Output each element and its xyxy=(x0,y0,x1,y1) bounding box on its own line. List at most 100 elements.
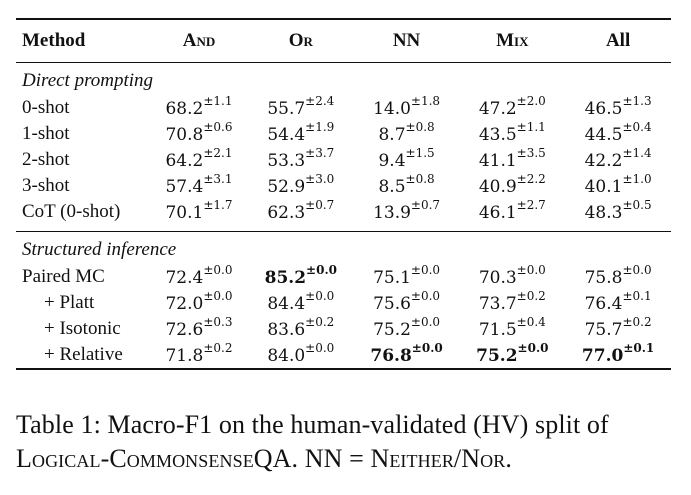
cell-mean: 70.3 xyxy=(478,267,517,288)
table-row: 0-shot 68.2±1.1 55.7±2.4 14.0±1.8 47.2±2.0 46… xyxy=(16,94,671,121)
table-cell: 75.2±0.0 xyxy=(459,341,565,369)
row-method-label: + Relative xyxy=(44,344,123,365)
cell-value: 75.1±0.0 xyxy=(373,263,440,288)
cell-value: 71.8±0.2 xyxy=(165,341,232,366)
cell-std: ±0.2 xyxy=(305,315,335,330)
cell-mean: 72.6 xyxy=(165,319,204,340)
cell-mean: 13.9 xyxy=(373,202,411,223)
cell-std: ±0.2 xyxy=(516,289,546,304)
table-cell: 64.2±2.1 xyxy=(150,146,248,173)
table-cell: 76.8±0.0 xyxy=(354,341,460,369)
cell-mean: 70.1 xyxy=(165,202,204,223)
cell-value: 75.2±0.0 xyxy=(373,315,440,340)
table-header-row: Method And Or NN Mix All xyxy=(16,19,671,63)
table-cell: 75.2±0.0 xyxy=(354,315,460,342)
table-cell: 70.1±1.7 xyxy=(150,198,248,225)
cell-std: ±0.7 xyxy=(410,198,441,213)
table-cell: 71.8±0.2 xyxy=(150,341,248,369)
table-cell: 77.0±0.1 xyxy=(565,341,671,369)
table-row: + Relative 71.8±0.2 84.0±0.0 76.8±0.0 75.2±0… xyxy=(16,341,671,369)
cell-value: 8.7±0.8 xyxy=(378,120,434,145)
table-cell: 70.3±0.0 xyxy=(459,263,565,290)
table-cell: 52.9±3.0 xyxy=(248,172,354,199)
table-row: 2-shot 64.2±2.1 53.3±3.7 9.4±1.5 41.1±3.5 42.… xyxy=(16,146,671,173)
header-all: All xyxy=(605,30,631,51)
table-cell: 47.2±2.0 xyxy=(459,94,565,121)
table-cell: 48.3±0.5 xyxy=(565,198,671,225)
cell-std: ±0.8 xyxy=(405,172,435,187)
results-table: Method And Or NN Mix All Direct promptin… xyxy=(16,18,671,370)
cell-value: 73.7±0.2 xyxy=(479,289,546,314)
cell-std: ±1.3 xyxy=(622,94,652,109)
cell-mean: 8.7 xyxy=(378,124,406,145)
table-cell: 76.4±0.1 xyxy=(565,289,671,316)
row-method-label: + Isotonic xyxy=(44,318,121,339)
table-cell: 55.7±2.4 xyxy=(248,94,354,121)
table-cell: 54.4±1.9 xyxy=(248,120,354,147)
header-and: And xyxy=(182,30,216,51)
cell-mean: 85.2 xyxy=(264,267,307,288)
table-row: 1-shot 70.8±0.6 54.4±1.9 8.7±0.8 43.5±1.1 44.… xyxy=(16,120,671,147)
cell-mean: 48.3 xyxy=(584,202,623,223)
cell-std: ±3.1 xyxy=(203,172,233,187)
table-cell: 42.2±1.4 xyxy=(565,146,671,173)
cell-mean: 44.5 xyxy=(584,124,623,145)
table-cell: 83.6±0.2 xyxy=(248,315,354,342)
cell-std: ±1.0 xyxy=(622,172,652,187)
cell-mean: 75.8 xyxy=(584,267,623,288)
cell-mean: 46.1 xyxy=(478,202,517,223)
table-cell: 75.1±0.0 xyxy=(354,263,460,290)
cell-value: 76.4±0.1 xyxy=(585,289,652,314)
table-cell: 46.1±2.7 xyxy=(459,198,565,225)
cell-std: ±0.0 xyxy=(622,263,652,278)
row-method-label: 3-shot xyxy=(22,175,70,196)
cell-mean: 71.8 xyxy=(165,345,204,366)
cell-value: 72.6±0.3 xyxy=(165,315,232,340)
cell-mean: 68.2 xyxy=(165,98,204,119)
cell-std: ±1.1 xyxy=(203,94,233,109)
cell-std: ±2.7 xyxy=(516,198,546,213)
table-cell: 40.9±2.2 xyxy=(459,172,565,199)
row-method-label: 0-shot xyxy=(22,97,70,118)
cell-value: 75.2±0.0 xyxy=(476,341,548,366)
cell-mean: 57.4 xyxy=(165,176,204,197)
cell-value: 54.4±1.9 xyxy=(267,120,334,145)
table-cell: 46.5±1.3 xyxy=(565,94,671,121)
cell-std: ±0.2 xyxy=(622,315,652,330)
table-cell: 44.5±0.4 xyxy=(565,120,671,147)
cell-std: ±2.2 xyxy=(516,172,546,187)
table-cell: 72.6±0.3 xyxy=(150,315,248,342)
section-row: Direct prompting xyxy=(16,62,671,96)
cell-std: ±3.5 xyxy=(516,146,546,161)
cell-value: 64.2±2.1 xyxy=(165,146,232,171)
table-cell: 53.3±3.7 xyxy=(248,146,354,173)
cell-value: 70.8±0.6 xyxy=(165,120,232,145)
table-body: Direct prompting 0-shot 68.2±1.1 55.7±2.4 14… xyxy=(16,62,671,369)
table-cell: 75.7±0.2 xyxy=(565,315,671,342)
cell-value: 52.9±3.0 xyxy=(267,172,334,197)
cell-mean: 84.4 xyxy=(267,293,306,314)
table-row: Paired MC 72.4±0.0 85.2±0.0 75.1±0.0 70.3±0.… xyxy=(16,263,671,290)
cell-value: 62.3±0.7 xyxy=(267,198,334,223)
cell-std: ±0.0 xyxy=(516,263,546,278)
cell-value: 85.2±0.0 xyxy=(264,263,337,288)
table-cell: 62.3±0.7 xyxy=(248,198,354,225)
table-cell: 13.9±0.7 xyxy=(354,198,460,225)
cell-value: 47.2±2.0 xyxy=(479,94,546,119)
cell-value: 40.1±1.0 xyxy=(585,172,652,197)
section-row: Structured inference xyxy=(16,231,671,265)
table-row: 3-shot 57.4±3.1 52.9±3.0 8.5±0.8 40.9±2.2 40.… xyxy=(16,172,671,199)
cell-value: 68.2±1.1 xyxy=(165,94,232,119)
table-cell: 68.2±1.1 xyxy=(150,94,248,121)
cell-value: 76.8±0.0 xyxy=(370,341,442,366)
cell-mean: 75.2 xyxy=(476,345,518,366)
cell-std: ±1.4 xyxy=(622,146,652,161)
table-cell: 72.4±0.0 xyxy=(150,263,248,290)
cell-std: ±1.1 xyxy=(516,120,546,135)
cell-mean: 64.2 xyxy=(165,150,204,171)
results-table-wrapper: Method And Or NN Mix All Direct promptin… xyxy=(16,18,671,370)
cell-mean: 72.0 xyxy=(165,293,204,314)
cell-std: ±0.3 xyxy=(203,315,233,330)
table-cell: 8.5±0.8 xyxy=(354,172,460,199)
cell-value: 84.4±0.0 xyxy=(267,289,334,314)
